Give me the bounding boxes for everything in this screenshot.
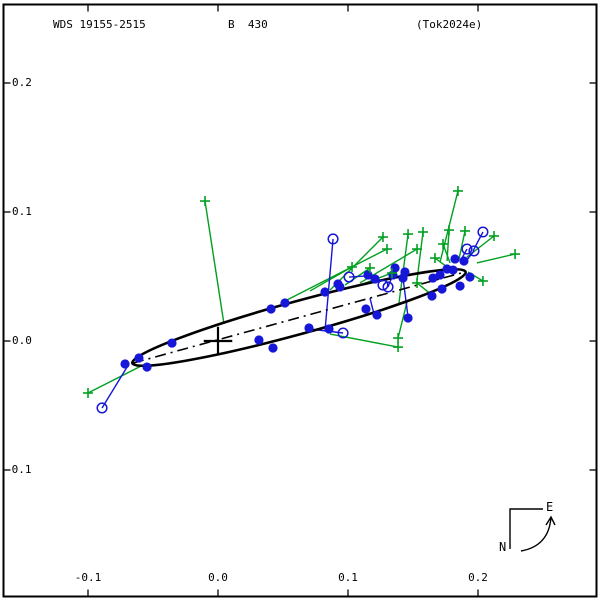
y-axis-tick-label: 0.0 [12, 334, 32, 347]
measurement-filled-circle [403, 313, 413, 323]
residual-line-blue [472, 231, 484, 252]
pair-designation: B 430 [228, 18, 268, 31]
y-axis-tick-label: 0.1 [12, 205, 32, 218]
residual-line-green [416, 231, 424, 281]
compass-east-label: E [546, 500, 554, 514]
measurement-filled-circle [372, 310, 382, 320]
residual-line-green [329, 333, 399, 348]
measurement-filled-circle [320, 287, 330, 297]
measurement-filled-circle [266, 304, 276, 314]
residual-line-blue [324, 238, 334, 331]
measurement-filled-circle [437, 284, 447, 294]
residual-line-green [476, 253, 516, 264]
measurement-filled-circle [450, 254, 460, 264]
measurement-open-circle [382, 281, 394, 293]
measurement-filled-circle [280, 298, 290, 308]
residual-line-green [282, 248, 388, 303]
residual-line-blue [348, 275, 366, 278]
measurement-open-circle [377, 279, 389, 291]
measurement-open-circle [343, 271, 355, 283]
line-of-apsides [132, 271, 466, 364]
x-axis-tick-label: 0.0 [208, 571, 228, 584]
measurement-filled-circle [254, 335, 264, 345]
measurement-filled-circle [142, 362, 152, 372]
compass-axes [509, 508, 543, 549]
measurement-filled-circle [167, 338, 177, 348]
measurement-filled-circle [134, 353, 144, 363]
measurement-filled-circle [361, 304, 371, 314]
compass-arrowhead [545, 515, 556, 526]
measurement-filled-circle [370, 274, 380, 284]
measurement-filled-circle [428, 273, 438, 283]
measurement-filled-circle [455, 281, 465, 291]
wds-identifier: WDS 19155-2515 [53, 18, 146, 31]
residual-line-blue [101, 363, 130, 409]
x-axis-tick-label: 0.1 [338, 571, 358, 584]
measurement-open-circle [468, 245, 480, 257]
measurement-open-circle [477, 226, 489, 238]
residual-line-blue [402, 277, 409, 318]
residual-line-green [87, 362, 148, 394]
plot-frame [2, 3, 598, 598]
measurement-open-circle [461, 243, 473, 255]
measurement-filled-circle [465, 272, 475, 282]
y-axis-tick-label: -0.1 [5, 463, 32, 476]
measurement-filled-circle [459, 256, 469, 266]
measurement-filled-circle [427, 291, 437, 301]
residual-line-green [446, 230, 450, 262]
measurement-filled-circle [448, 265, 458, 275]
measurement-filled-circle [304, 323, 314, 333]
measurement-filled-circle [400, 267, 410, 277]
measurement-filled-circle [435, 270, 445, 280]
compass-north-label: N [499, 540, 507, 554]
measurement-filled-circle [324, 324, 334, 334]
measurement-open-circle [96, 402, 108, 414]
x-axis-tick-label: 0.2 [468, 571, 488, 584]
residual-line-green [458, 230, 466, 260]
measurement-filled-circle [268, 343, 278, 353]
orbit-reference: (Tok2024e) [416, 18, 483, 31]
y-axis-tick-label: 0.2 [12, 76, 32, 89]
compass-arrow [520, 516, 552, 552]
measurement-filled-circle [335, 282, 345, 292]
measurement-open-circle [327, 233, 339, 245]
measurement-filled-circle [390, 263, 400, 273]
x-axis-tick-label: -0.1 [74, 571, 102, 584]
residual-line-green [204, 200, 225, 325]
residual-line-green [397, 301, 408, 339]
measurement-open-circle [337, 327, 349, 339]
measurement-filled-circle [120, 359, 130, 369]
orbit-ellipse [131, 267, 467, 368]
